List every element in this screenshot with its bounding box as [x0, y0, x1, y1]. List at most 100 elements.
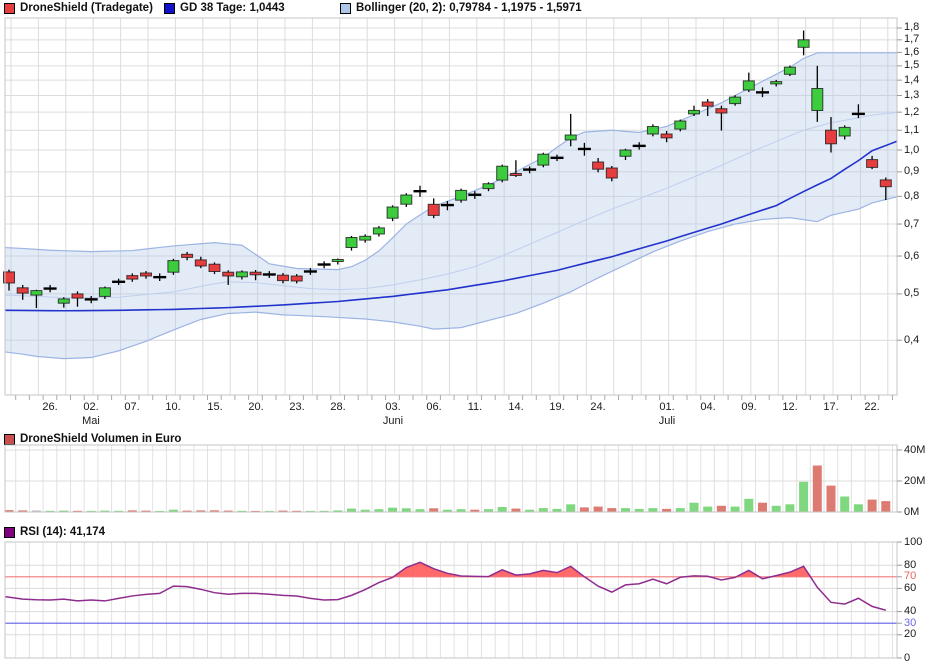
legend-volume: DroneShield Volumen in Euro — [4, 433, 181, 445]
volume-bar — [210, 510, 219, 512]
candle — [30, 290, 43, 296]
volume-bar — [59, 510, 69, 512]
gd38-line — [4, 140, 898, 312]
volume-bar — [388, 507, 398, 512]
bollinger-label: Bollinger (20, 2): 0,79784 - 1,1975 - 1,… — [356, 2, 582, 14]
volume-bar — [319, 510, 329, 512]
candle — [770, 81, 783, 85]
volume-bar — [497, 507, 507, 512]
candle — [208, 263, 221, 273]
candle — [427, 203, 440, 216]
price-series-swatch — [4, 2, 15, 14]
candle — [3, 271, 15, 284]
volume-bar — [703, 506, 713, 512]
candle — [455, 189, 468, 201]
candle — [783, 66, 796, 75]
volume-bar — [18, 510, 28, 512]
volume-bar — [401, 508, 411, 512]
candle — [167, 260, 180, 273]
volume-bar — [141, 510, 151, 512]
candle — [811, 88, 824, 111]
candle — [838, 126, 851, 137]
candle — [235, 271, 248, 278]
volume-bar — [223, 510, 233, 512]
candle — [16, 287, 29, 294]
volume-bar — [168, 509, 178, 512]
candle — [359, 235, 372, 241]
volume-bar — [552, 508, 562, 512]
candle — [742, 80, 755, 91]
rsi-label: RSI (14): 41,174 — [20, 526, 106, 538]
volume-bar — [607, 508, 617, 512]
volume-bar — [237, 510, 247, 512]
rsi-line — [4, 561, 887, 611]
volume-bar — [826, 485, 836, 512]
candle — [825, 129, 837, 145]
candle — [345, 237, 358, 248]
volume-bar — [86, 510, 96, 512]
candle — [372, 227, 385, 235]
rsi-overbought-fill — [393, 562, 811, 577]
candle — [496, 165, 509, 181]
candle — [482, 183, 495, 190]
volume-bar — [456, 509, 466, 512]
candle — [140, 272, 152, 277]
volume-bar — [251, 510, 261, 512]
rsi-swatch — [4, 526, 15, 538]
bollinger-lower-line — [4, 196, 898, 360]
volume-bar — [771, 505, 781, 512]
candle — [866, 159, 879, 168]
volume-bar — [716, 505, 726, 512]
volume-bar — [675, 508, 685, 512]
candle — [194, 259, 207, 267]
volume-bar — [100, 510, 110, 512]
volume-bar — [634, 508, 644, 512]
candle — [701, 101, 714, 107]
legend-rsi: RSI (14): 41,174 — [4, 526, 105, 538]
candle — [619, 149, 632, 157]
legend-gd38: GD 38 Tage: 1,0443 — [164, 2, 285, 14]
volume-bar — [114, 510, 124, 512]
candle — [290, 275, 303, 282]
volume-bar — [45, 510, 55, 512]
candle — [592, 161, 605, 170]
volume-bar — [867, 499, 877, 512]
volume-label: DroneShield Volumen in Euro — [20, 433, 182, 445]
bollinger-swatch — [340, 2, 351, 14]
volume-bar — [689, 502, 699, 512]
volume-bar — [127, 510, 137, 512]
candle — [386, 206, 399, 219]
legend-price-series: DroneShield (Tradegate) — [4, 2, 153, 14]
candle — [729, 96, 742, 105]
price-series-label: DroneShield (Tradegate) — [20, 2, 153, 14]
candle — [57, 298, 70, 304]
candle — [126, 275, 139, 280]
candle — [71, 293, 84, 299]
candle — [688, 109, 700, 115]
volume-bar — [662, 508, 672, 512]
volume-bars-group — [4, 465, 891, 513]
legend-bollinger: Bollinger (20, 2): 0,79784 - 1,1975 - 1,… — [340, 2, 582, 14]
volume-bar — [484, 509, 493, 512]
volume-bar — [621, 508, 630, 512]
volume-bar — [292, 510, 302, 512]
candle — [879, 179, 892, 188]
volume-bar — [566, 504, 576, 513]
volume-bar — [73, 510, 82, 512]
volume-bar — [429, 508, 439, 512]
candle — [715, 108, 728, 114]
gd38-label: GD 38 Tage: 1,0443 — [180, 2, 285, 14]
volume-bar — [278, 510, 288, 512]
candle — [400, 194, 413, 205]
bollinger-middle-line — [4, 112, 898, 299]
volume-bar — [840, 496, 850, 512]
volume-bar — [31, 510, 41, 512]
candle — [797, 39, 810, 48]
gd38-swatch — [164, 2, 175, 14]
volume-swatch — [4, 433, 15, 445]
candle — [509, 173, 522, 176]
candle — [660, 133, 673, 139]
candle — [181, 253, 194, 258]
